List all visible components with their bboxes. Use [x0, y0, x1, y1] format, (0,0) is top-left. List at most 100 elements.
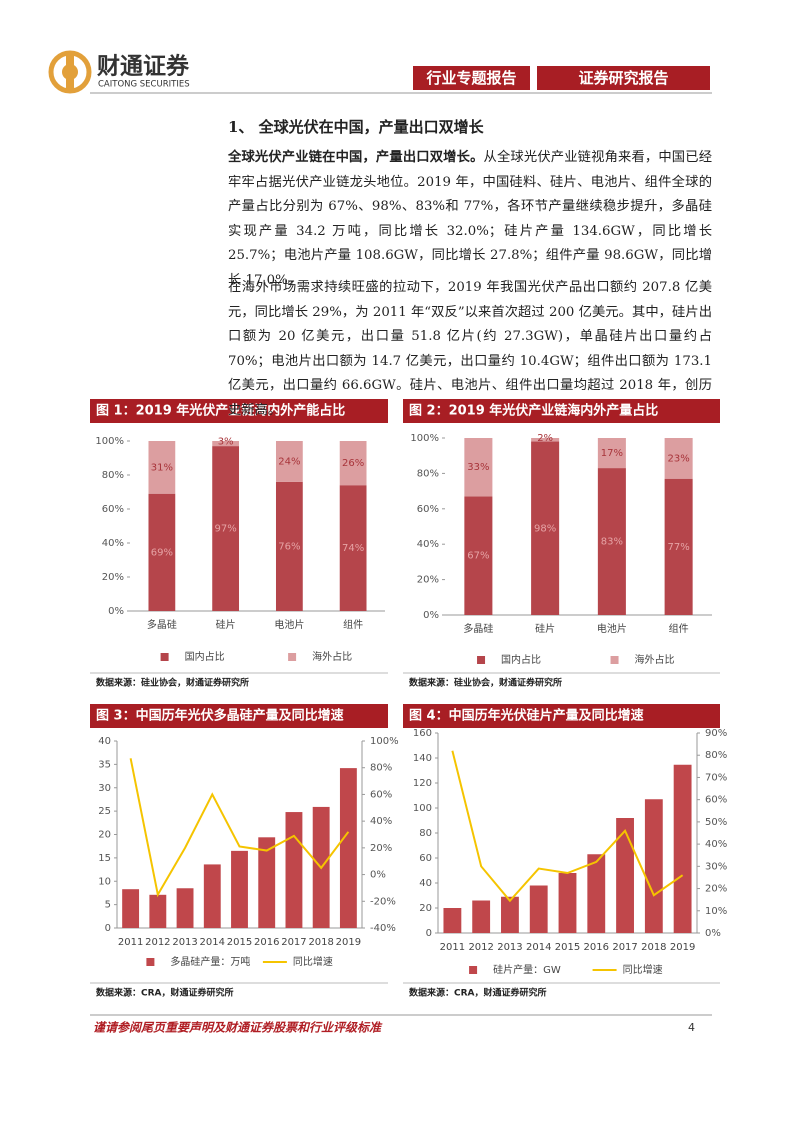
y2-tick-label: 10% — [705, 906, 727, 917]
x-tick-label: 2014 — [526, 942, 551, 953]
bar — [176, 888, 194, 928]
legend-label: 多晶硅产量：万吨 — [170, 955, 250, 968]
x-tick-label: 2011 — [118, 937, 143, 948]
x-tick-label: 2019 — [670, 942, 695, 953]
legend-label: 国内占比 — [501, 653, 541, 666]
y-tick-label: 20% — [417, 575, 439, 586]
x-tick-label: 多晶硅 — [463, 622, 493, 635]
y2-tick-label: 20% — [705, 884, 727, 895]
x-tick-label: 2019 — [336, 937, 361, 948]
x-tick-label: 多晶硅 — [147, 618, 177, 631]
bar-segment — [464, 438, 493, 497]
figure-header — [90, 399, 388, 423]
x-tick-label: 2012 — [468, 942, 493, 953]
y-tick-label: 0 — [105, 923, 111, 934]
y2-tick-label: 70% — [705, 772, 727, 783]
figure-title: 图 1：2019 年光伏产业链海内外产能占比 — [96, 403, 345, 419]
x-tick-label: 2011 — [440, 942, 465, 953]
figure-header — [403, 704, 720, 728]
bar — [558, 873, 577, 933]
y-tick-label: 0% — [423, 610, 439, 621]
bar — [258, 837, 276, 928]
y2-tick-label: 20% — [370, 843, 392, 854]
legend-swatch — [288, 653, 297, 661]
bar-segment — [212, 446, 240, 611]
section-title: 1、 全球光伏在中国，产量出口双增长 — [228, 118, 484, 136]
bar — [644, 799, 663, 933]
x-tick-label: 2012 — [145, 937, 170, 948]
x-tick-label: 2017 — [612, 942, 637, 953]
figure-header — [90, 704, 388, 728]
bar-segment — [275, 481, 303, 611]
y2-tick-label: 30% — [705, 861, 727, 872]
value-label: 83% — [601, 537, 623, 548]
y-tick-label: 80% — [102, 470, 124, 481]
y2-tick-label: -20% — [370, 896, 396, 907]
value-label: 74% — [342, 543, 364, 554]
y2-tick-label: 50% — [705, 817, 727, 828]
bar — [122, 889, 140, 928]
legend-swatch — [160, 653, 169, 661]
x-tick-label: 2013 — [497, 942, 522, 953]
bar — [443, 908, 462, 933]
paragraph: 全球光伏产业链在中国，产量出口双增长。从全球光伏产业链视角来看，中国已经牢牢占据… — [228, 146, 712, 293]
legend-label: 同比增速 — [623, 963, 663, 976]
x-tick-label: 2018 — [641, 942, 666, 953]
y-tick-label: 35 — [98, 759, 111, 770]
y2-tick-label: 90% — [705, 728, 727, 739]
y2-tick-label: -40% — [370, 923, 396, 934]
bar-segment — [597, 468, 626, 615]
y-tick-label: 60% — [102, 504, 124, 515]
bar-segment — [339, 441, 367, 486]
bar-segment — [212, 441, 240, 447]
y-tick-label: 100% — [95, 436, 124, 447]
y-tick-label: 40 — [419, 878, 432, 889]
bar-segment — [664, 438, 693, 479]
legend-swatch — [146, 958, 155, 966]
bar — [339, 768, 357, 928]
x-tick-label: 组件 — [669, 622, 689, 635]
bar — [149, 894, 167, 928]
value-label: 3% — [218, 437, 234, 448]
x-tick-label: 2014 — [200, 937, 225, 948]
y-tick-label: 10 — [98, 876, 111, 887]
x-tick-label: 组件 — [343, 618, 363, 631]
y-tick-label: 30 — [98, 783, 111, 794]
y-tick-label: 15 — [98, 853, 111, 864]
value-label: 31% — [151, 462, 173, 473]
y-tick-label: 140 — [413, 753, 432, 764]
value-label: 69% — [151, 547, 173, 558]
footer-disclaimer: 谨请参阅尾页重要声明及财通证券股票和行业评级标准 — [93, 1021, 383, 1035]
y-tick-label: 0 — [426, 928, 432, 939]
legend-swatch — [477, 656, 486, 664]
figure-title: 图 4：中国历年光伏硅片产量及同比增速 — [409, 708, 644, 724]
bar — [472, 900, 491, 933]
logo-cn: 财通证券 — [97, 53, 190, 80]
report-tag: 证券研究报告 — [537, 66, 710, 90]
value-label: 23% — [668, 453, 690, 464]
bar — [616, 818, 634, 933]
y-tick-label: 120 — [413, 778, 432, 789]
value-label: 98% — [534, 523, 556, 534]
bar — [501, 896, 519, 933]
figure-source: 数据来源：CRA，财通证券研究所 — [96, 987, 234, 999]
y-tick-label: 40% — [417, 539, 439, 550]
y-tick-label: 20 — [98, 830, 111, 841]
legend-label: 国内占比 — [185, 650, 225, 663]
y-tick-label: 160 — [413, 728, 432, 739]
figure-source: 数据来源：CRA，财通证券研究所 — [409, 987, 547, 999]
y-tick-label: 60 — [419, 853, 432, 864]
bar-segment — [664, 478, 693, 615]
legend-swatch — [610, 656, 619, 664]
y-tick-label: 0% — [108, 606, 124, 617]
logo-en: CAITONG SECURITIES — [98, 80, 190, 90]
y-tick-label: 5 — [105, 900, 111, 911]
x-tick-label: 2016 — [254, 937, 279, 948]
bar-segment — [464, 496, 493, 615]
bar-segment — [275, 441, 303, 482]
y2-tick-label: 80% — [370, 763, 392, 774]
figure-header — [403, 399, 720, 423]
